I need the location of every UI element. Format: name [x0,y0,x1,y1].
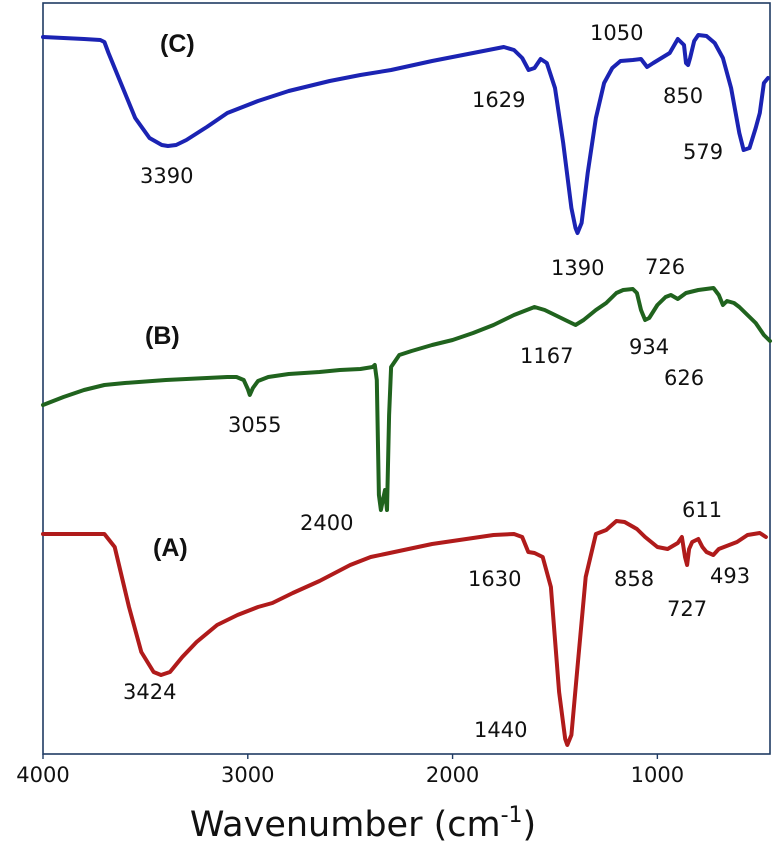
peak-label-a-858: 858 [614,567,654,591]
series-tag-c: (C) [160,30,195,58]
series-line-a [41,519,768,747]
series-tag-a: (A) [153,534,188,562]
x-tick-label-3000: 3000 [221,763,274,787]
peak-label-a-1630: 1630 [468,567,521,591]
peak-label-a-2400: 2400 [300,511,353,535]
peak-label-c-579: 579 [683,140,723,164]
plot-frame [42,2,771,755]
peak-label-a-1440: 1440 [474,718,527,742]
peak-label-b-626: 626 [664,366,704,390]
peak-label-b-3055: 3055 [228,413,281,437]
x-axis-label-exponent: -1 [501,803,523,828]
series-layer [41,33,772,747]
peak-label-b-726: 726 [645,255,685,279]
x-tick-label-4000: 4000 [16,763,69,787]
peak-label-a-611: 611 [682,498,722,522]
series-line-b [41,286,772,512]
x-tick-label-1000: 1000 [631,763,684,787]
peak-label-c-850: 850 [663,84,703,108]
x-axis-label: Wavenumber (cm-1) [190,803,536,845]
peak-label-a-493: 493 [710,564,750,588]
labels-layer: (C) (B) (A) 3390 1629 1390 1050 850 579 … [123,21,750,742]
peak-label-a-727: 727 [667,597,707,621]
x-axis-label-close: ) [523,805,537,845]
series-tag-b: (B) [145,322,180,350]
peak-label-c-1050: 1050 [590,21,643,45]
peak-label-b-1167: 1167 [520,344,573,368]
x-axis-label-text: Wavenumber (cm [190,805,501,845]
peak-label-a-3424: 3424 [123,680,176,704]
peak-label-b-934: 934 [629,335,669,359]
series-line-c [41,33,770,235]
peak-label-c-1629: 1629 [472,88,525,112]
peak-label-c-1390: 1390 [551,256,604,280]
x-axis: 4000 3000 2000 1000 [16,754,684,787]
x-tick-label-2000: 2000 [426,763,479,787]
peak-label-c-3390: 3390 [140,164,193,188]
